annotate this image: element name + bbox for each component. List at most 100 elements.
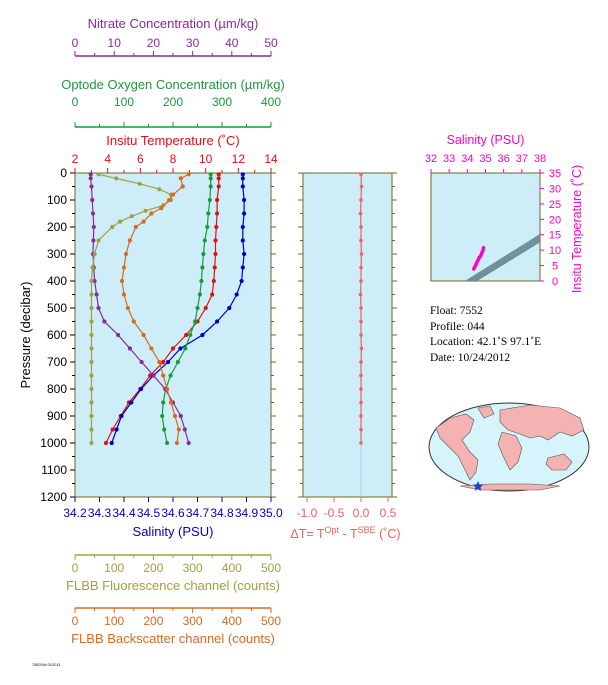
delta-t-data-point [359,360,363,364]
backscatter-data-point [127,238,132,243]
profile-number: Profile: 044 [430,320,485,333]
fluorescence-data-point [89,319,94,324]
ts-temperature-axis-label: Insitu Temperature (˚C) [570,165,584,293]
backscatter-data-point [119,278,125,284]
ts-plot-area [430,172,541,282]
footer-text: 7552/044 01/2013 [32,663,60,667]
temperature-data-point [214,224,219,230]
temperature-data-point [210,292,215,297]
salinity-data-point [227,305,232,311]
pressure-tick-label: 1100 [41,463,67,477]
salinity-data-point [129,400,134,405]
salinity-data-point [215,319,220,324]
temperature-tick-label: 10 [199,152,213,166]
map-land-australia [545,453,573,471]
ts-salinity-axis-label: Salinity (PSU) [447,133,525,147]
oxygen-data-point [205,224,210,230]
fluorescence-tick-label: 100 [104,561,124,575]
float-location-star [472,481,484,491]
nitrate-data-point [178,413,183,419]
backscatter-data-point [186,172,191,177]
salinity-tick-label: 34.2 [63,506,87,520]
fluorescence-data-point [118,219,123,224]
ts-temperature-tick-label: 20 [549,214,561,226]
nitrate-data-point [88,172,93,177]
oxygen-data-point [193,319,198,324]
nitrate-data-point [182,427,187,432]
pressure-tick-label: 800 [47,382,67,396]
salinity-data-point [114,427,119,432]
salinity-data-point [240,238,245,243]
nitrate-tick-label: 40 [225,36,239,50]
oxygen-data-point [207,197,212,203]
nitrate-tick-label: 10 [108,36,122,50]
backscatter-data-point [149,211,154,216]
ts-temperature-tick-label: 35 [549,168,561,180]
salinity-profile-line [111,174,245,444]
nitrate-data-point [151,373,156,378]
ts-temperature-tick-label: 25 [549,199,561,211]
backscatter-data-point [133,224,138,230]
fluorescence-data-point [89,427,94,432]
salinity-tick-label: 35.0 [259,506,283,520]
salinity-tick-label: 34.7 [186,506,210,520]
temperature-tick-label: 6 [137,152,144,166]
ts-isopycnal-line [473,240,540,281]
fluorescence-data-point [90,265,95,270]
oxygen-profile-line [161,174,212,444]
ts-isopycnal-line [475,241,540,281]
oxygen-tick-label: 300 [212,95,232,109]
salinity-tick-label: 34.5 [137,506,161,520]
backscatter-data-point [157,359,162,365]
oxygen-data-point [197,292,202,297]
salinity-data-point [242,251,247,257]
oxygen-data-point [188,332,193,338]
fluorescence-data-point [89,292,94,297]
oxygen-data-point [208,172,213,177]
salinity-data-point [139,386,144,392]
backscatter-data-point [172,413,178,419]
temperature-tick-label: 14 [264,152,278,166]
ts-isopycnal-line [475,241,540,281]
ts-temperature-tick-label: 15 [549,230,561,242]
salinity-data-point [240,172,245,177]
salinity-tick-label: 34.4 [112,506,136,520]
salinity-data-point [166,359,171,365]
backscatter-data-point [121,265,127,270]
float-id: Float: 7552 [430,305,483,317]
fluorescence-data-point [137,181,142,186]
delta-t-data-point [359,414,363,418]
nitrate-data-point [116,332,121,338]
temperature-data-point [213,251,218,257]
oxygen-tick-label: 0 [72,95,79,109]
fluorescence-data-point [157,187,162,192]
nitrate-data-point [96,305,101,311]
fluorescence-data-point [89,332,94,338]
fluorescence-tick-label: 400 [222,561,242,575]
fluorescence-data-point [89,400,94,405]
backscatter-data-point [141,332,146,338]
nitrate-data-point [89,184,94,189]
delta-t-data-point [359,252,364,256]
oxygen-data-point [161,400,166,405]
delta-t-data-point [359,427,363,432]
delta-t-data-point [359,441,363,445]
temperature-data-point [170,346,176,351]
backscatter-data-point [159,206,164,211]
oxygen-axis-label: Optode Oxygen Concentration (µm/kg) [61,77,285,92]
temperature-data-point [213,238,218,243]
ts-diagram: 32 33 34 35 36 37 38 Salinity (PSU) 0 5 10 15 20 25 30… [425,133,584,293]
ts-temperature-tick-label: 30 [549,183,561,195]
backscatter-data-point [149,346,154,351]
temperature-data-point [203,305,208,311]
fluorescence-data-point [89,386,94,392]
pressure-tick-label: 900 [47,409,67,423]
pressure-tick-label: 600 [47,328,67,342]
delta-t-data-point [359,400,363,405]
salinity-tick-label: 34.8 [210,506,234,520]
delta-t-data-point [359,184,364,189]
backscatter-data-point [174,440,179,446]
ts-isopycnal-line [474,240,540,281]
nitrate-data-point [102,319,107,324]
